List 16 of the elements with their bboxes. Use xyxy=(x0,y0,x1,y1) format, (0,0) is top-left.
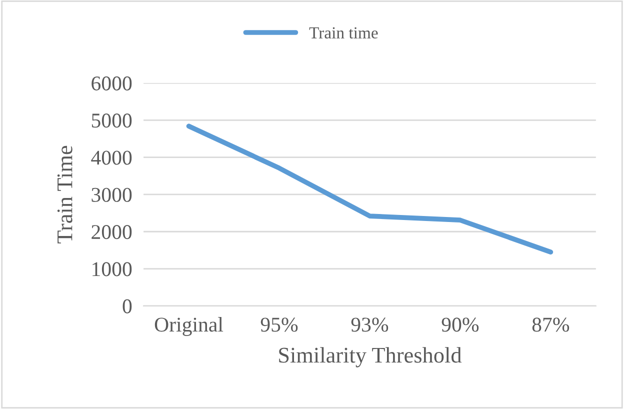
y-tick-label: 6000 xyxy=(92,76,132,90)
legend-label: Train time xyxy=(309,27,378,38)
x-tick-label: 87% xyxy=(532,318,570,332)
y-tick-label: 2000 xyxy=(92,225,132,240)
y-tick-label: 1000 xyxy=(92,262,132,276)
y-tick-label: 5000 xyxy=(92,114,132,128)
y-axis-title: Train Time xyxy=(57,146,72,244)
line-series xyxy=(186,124,554,254)
x-tick-label: Original xyxy=(154,317,224,336)
x-tick-label: 90% xyxy=(442,318,479,332)
y-tick-label: 3000 xyxy=(92,188,132,202)
x-tick-label: 93% xyxy=(351,318,388,332)
y-tick-label: 4000 xyxy=(91,150,132,165)
y-tick-label: 0 xyxy=(122,299,132,314)
x-axis-title: Similarity Threshold xyxy=(279,347,462,368)
x-tick-label: 95% xyxy=(260,318,298,332)
